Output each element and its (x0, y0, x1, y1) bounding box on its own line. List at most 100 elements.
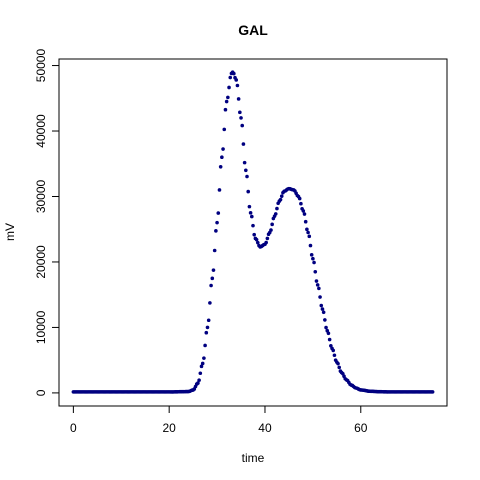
data-point (311, 256, 315, 261)
data-point (202, 356, 206, 360)
data-point (248, 211, 253, 215)
data-point (252, 232, 256, 237)
data-point (247, 204, 252, 209)
data-point (196, 381, 200, 385)
data-point (205, 325, 210, 330)
data-point (317, 286, 321, 291)
data-point (297, 196, 302, 201)
data-point (235, 83, 240, 88)
data-point (308, 243, 313, 248)
data-point (224, 99, 229, 104)
data-point (220, 155, 224, 160)
data-point (264, 240, 268, 245)
data-point (299, 201, 303, 206)
data-point (200, 361, 205, 366)
data-point (226, 95, 230, 100)
data-point (336, 361, 340, 366)
data-point (228, 75, 233, 80)
data-point (306, 230, 310, 235)
data-point (204, 330, 209, 335)
data-point (214, 229, 218, 233)
y-axis-label: mV (3, 223, 17, 241)
y-axis: 0 10000 20000 30000 40000 50000 (34, 49, 60, 396)
y-tick-label: 10000 (34, 310, 48, 344)
y-tick-label: 20000 (34, 245, 48, 279)
data-point (309, 253, 314, 257)
data-point (323, 318, 327, 322)
data-point (222, 127, 227, 132)
data-point (302, 212, 307, 216)
data-point (314, 279, 319, 283)
plot-frame (58, 58, 448, 407)
data-point (234, 78, 239, 82)
x-tick-label: 20 (162, 421, 176, 435)
data-point (270, 222, 274, 227)
data-point (211, 268, 216, 272)
data-point (255, 240, 260, 245)
data-point (319, 303, 324, 308)
data-point (244, 168, 248, 173)
data-point (227, 85, 231, 90)
data-point (269, 228, 273, 232)
data-point (301, 209, 306, 213)
data-point (273, 212, 278, 216)
data-point (331, 348, 336, 353)
data-point (318, 295, 322, 299)
data-point (305, 227, 309, 232)
data-point (197, 378, 201, 383)
data-point (254, 237, 259, 242)
data-point (303, 219, 308, 224)
data-point (239, 116, 243, 120)
data-point (216, 211, 221, 215)
data-points (71, 70, 435, 394)
data-point (203, 343, 207, 348)
data-point (242, 160, 247, 165)
data-point (326, 331, 331, 336)
y-tick-label: 50000 (34, 49, 48, 83)
data-point (275, 206, 279, 211)
data-point (279, 194, 284, 198)
data-point (265, 236, 270, 241)
x-axis-label: time (242, 451, 265, 465)
data-point (324, 325, 328, 330)
data-point (218, 165, 223, 169)
data-point (321, 310, 326, 315)
data-point (215, 220, 219, 225)
data-point (206, 318, 211, 323)
x-tick-label: 0 (70, 421, 77, 435)
data-point (312, 260, 316, 265)
data-point (240, 123, 245, 128)
data-point (198, 371, 203, 376)
data-point (337, 365, 342, 370)
data-point (307, 234, 312, 239)
data-point (221, 147, 225, 151)
data-point (320, 307, 325, 311)
x-tick-label: 40 (258, 421, 272, 435)
data-point (313, 269, 318, 274)
data-point (250, 214, 254, 219)
data-point (223, 107, 228, 112)
data-point (212, 248, 217, 253)
data-point (238, 110, 242, 115)
data-point (210, 276, 215, 281)
data-point (245, 174, 249, 179)
data-point (232, 71, 236, 76)
x-tick-label: 60 (354, 421, 368, 435)
data-point (217, 188, 222, 192)
data-point (208, 301, 212, 305)
data-point (278, 197, 283, 202)
data-point (241, 142, 246, 146)
data-point (315, 283, 320, 287)
y-tick-label: 0 (34, 389, 48, 396)
data-point (327, 337, 332, 342)
data-point (209, 283, 213, 288)
chart-title: GAL (238, 22, 268, 38)
data-point (199, 364, 204, 369)
data-point (430, 390, 435, 394)
x-axis: 0 20 40 60 (70, 405, 368, 435)
data-point (251, 223, 255, 228)
data-point (246, 189, 251, 194)
data-point (236, 97, 241, 101)
y-tick-label: 40000 (34, 114, 48, 148)
